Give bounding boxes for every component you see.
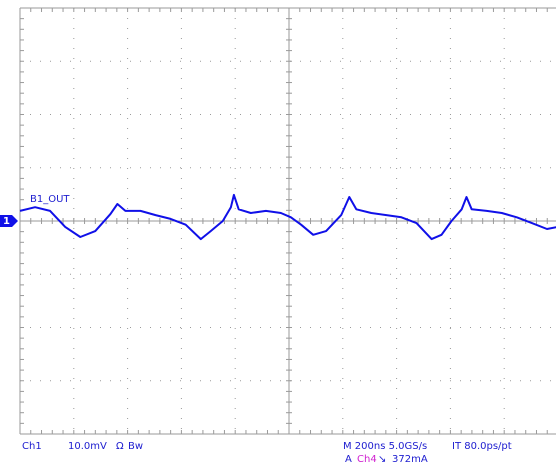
label: IT 80.0ps/pt: [452, 441, 512, 452]
label: Ω: [116, 441, 124, 452]
label: ↘: [378, 454, 386, 465]
waveform: [19, 193, 556, 241]
channel-number: 1: [3, 216, 10, 227]
graticule: [19, 7, 556, 435]
label: A: [345, 454, 352, 465]
label: B1_OUT: [30, 194, 70, 205]
channel-marker: [0, 215, 18, 227]
label: 372mA: [392, 454, 428, 465]
label: Bw: [128, 441, 143, 452]
label: Ch1: [22, 441, 42, 452]
label: M 200ns 5.0GS/s: [343, 441, 427, 452]
label: 10.0mV: [68, 441, 107, 452]
label: Ch4: [357, 454, 377, 465]
